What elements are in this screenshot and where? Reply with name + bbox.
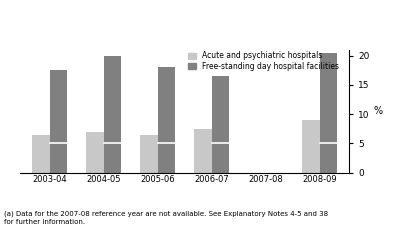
Bar bbox=[50, 70, 67, 143]
Bar bbox=[50, 143, 67, 173]
Legend: Acute and psychiatric hospitals, Free-standing day hospital facilities: Acute and psychiatric hospitals, Free-st… bbox=[188, 51, 339, 71]
Bar bbox=[158, 67, 175, 143]
Bar bbox=[212, 76, 229, 143]
Bar bbox=[140, 135, 158, 173]
Bar bbox=[104, 143, 121, 173]
Bar bbox=[158, 143, 175, 173]
Bar bbox=[104, 56, 121, 143]
Text: (a) Data for the 2007-08 reference year are not available. See Explanatory Notes: (a) Data for the 2007-08 reference year … bbox=[4, 211, 328, 225]
Bar bbox=[32, 135, 50, 173]
Bar bbox=[303, 120, 320, 173]
Bar bbox=[212, 143, 229, 173]
Y-axis label: %: % bbox=[374, 106, 383, 116]
Bar bbox=[320, 143, 337, 173]
Bar bbox=[320, 53, 337, 143]
Bar bbox=[194, 129, 212, 173]
Bar bbox=[86, 132, 104, 173]
